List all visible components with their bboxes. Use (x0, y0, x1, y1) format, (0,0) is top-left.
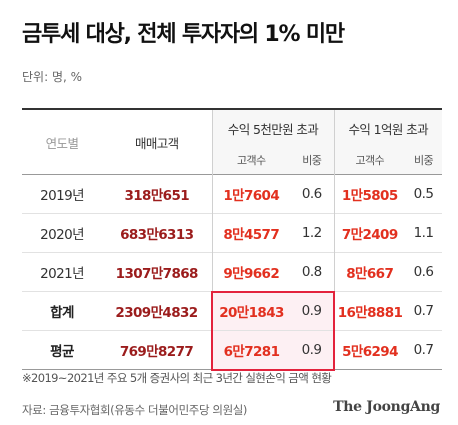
count-5000-value: 1만7604 (211, 174, 290, 214)
footnote: ※2019~2021년 주요 5개 증권사의 최근 3년간 실현손익 금액 현황 (22, 371, 332, 385)
table-row-total: 합계 2309만4832 20만1843 0.9 16만8881 0.7 (22, 290, 443, 331)
table-row: 2019년 318만651 1만7604 0.6 1만5805 0.5 (22, 174, 443, 214)
subheader-ratio-1eok: 비중 (405, 146, 443, 175)
header-year: 연도별 (22, 109, 102, 175)
subheader-count-1eok: 고객수 (333, 146, 405, 175)
header-group-1eok: 수익 1억원 초과 (333, 109, 443, 146)
data-table: 연도별 매매고객 수익 5천만원 초과 수익 1억원 초과 고객수 비중 고객수… (22, 108, 443, 371)
source-credit: 자료: 금융투자협회(유동수 더불어민주당 의원실) (22, 403, 248, 417)
header-group-5000: 수익 5천만원 초과 (211, 109, 334, 146)
table-row-average: 평균 769만8277 6만7281 0.9 5만6294 0.7 (22, 330, 443, 371)
customers-value: 318만651 (124, 188, 190, 204)
row-label: 2021년 (40, 266, 84, 282)
ratio-1eok-value: 0.7 (413, 342, 434, 358)
table-row: 2020년 683만6313 8만4577 1.2 7만2409 1.1 (22, 213, 443, 253)
count-1eok-value: 5만6294 (342, 344, 398, 360)
subheader-count-5000: 고객수 (211, 146, 290, 175)
customers-value: 2309만4832 (115, 305, 198, 321)
count-1eok-value: 1만5805 (333, 174, 405, 214)
ratio-5000-value: 0.8 (301, 263, 322, 280)
ratio-5000-value: 1.2 (301, 225, 322, 241)
count-1eok-value: 16만8881 (337, 305, 403, 321)
header-customers: 매매고객 (102, 109, 212, 175)
count-5000-value: 8만4577 (211, 213, 290, 253)
customers-value: 683만6313 (120, 227, 194, 243)
count-5000-value: 9만9662 (211, 252, 290, 292)
count-5000-value-highlighted: 20만1843 (211, 290, 290, 331)
ratio-5000-value-highlighted: 0.9 (290, 330, 335, 371)
row-label: 합계 (50, 305, 74, 321)
ratio-1eok-value: 1.1 (413, 225, 434, 241)
ratio-5000-value-highlighted: 0.9 (290, 290, 335, 331)
customers-value: 769만8277 (119, 344, 194, 360)
table-row: 2021년 1307만7868 9만9662 0.8 8만667 0.6 (22, 252, 443, 292)
count-1eok-value: 7만2409 (333, 213, 405, 253)
customers-value: 1307만7868 (115, 266, 199, 282)
ratio-1eok-value: 0.6 (413, 264, 434, 280)
row-label: 평균 (50, 344, 74, 360)
publisher-logo: The JoongAng (333, 399, 440, 415)
unit-label: 단위: 명, % (22, 70, 83, 84)
row-label: 2019년 (40, 188, 84, 204)
ratio-1eok-value: 0.7 (413, 303, 434, 319)
ratio-5000-value: 0.6 (301, 186, 322, 202)
chart-title: 금투세 대상, 전체 투자자의 1% 미만 (22, 22, 345, 47)
count-1eok-value: 8만667 (333, 252, 405, 292)
count-5000-value-highlighted: 6만7281 (211, 330, 290, 371)
ratio-1eok-value: 0.5 (413, 186, 434, 202)
row-label: 2020년 (40, 227, 84, 243)
subheader-ratio-5000: 비중 (290, 146, 334, 175)
